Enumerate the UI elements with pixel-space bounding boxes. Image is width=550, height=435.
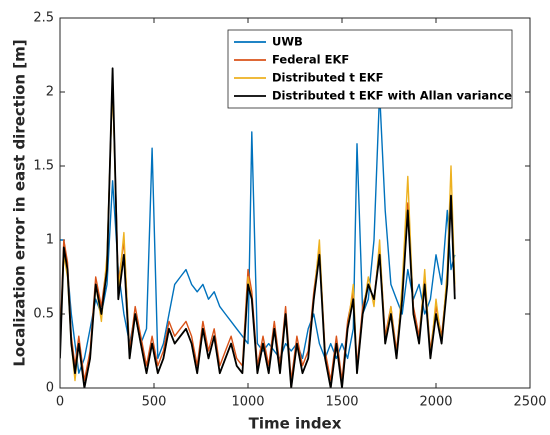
x-tick-label: 500: [142, 395, 167, 410]
y-axis-label: Localization error in east direction [m]: [11, 39, 29, 366]
x-tick-label: 1500: [325, 395, 358, 410]
y-tick-label: 1.5: [33, 159, 54, 174]
x-tick-label: 0: [56, 395, 64, 410]
series-line: [60, 67, 456, 388]
y-tick-label: 2: [46, 85, 54, 100]
x-tick-label: 1000: [231, 395, 264, 410]
legend-label: Distributed t EKF with Allan variance: [272, 89, 512, 103]
legend-label: Distributed t EKF: [272, 71, 384, 85]
y-tick-label: 0.5: [33, 307, 54, 322]
y-tick-label: 2.5: [33, 11, 54, 26]
x-tick-label: 2000: [419, 395, 452, 410]
y-tick-label: 1: [46, 233, 54, 248]
plot-frame: [59, 17, 531, 389]
legend-box: [227, 29, 513, 109]
y-tick-label: 0: [46, 381, 54, 396]
x-axis-label: Time index: [249, 415, 342, 433]
x-tick-label: 2500: [513, 395, 546, 410]
legend-label: Federal EKF: [272, 53, 349, 67]
legend-label: UWB: [272, 35, 303, 49]
